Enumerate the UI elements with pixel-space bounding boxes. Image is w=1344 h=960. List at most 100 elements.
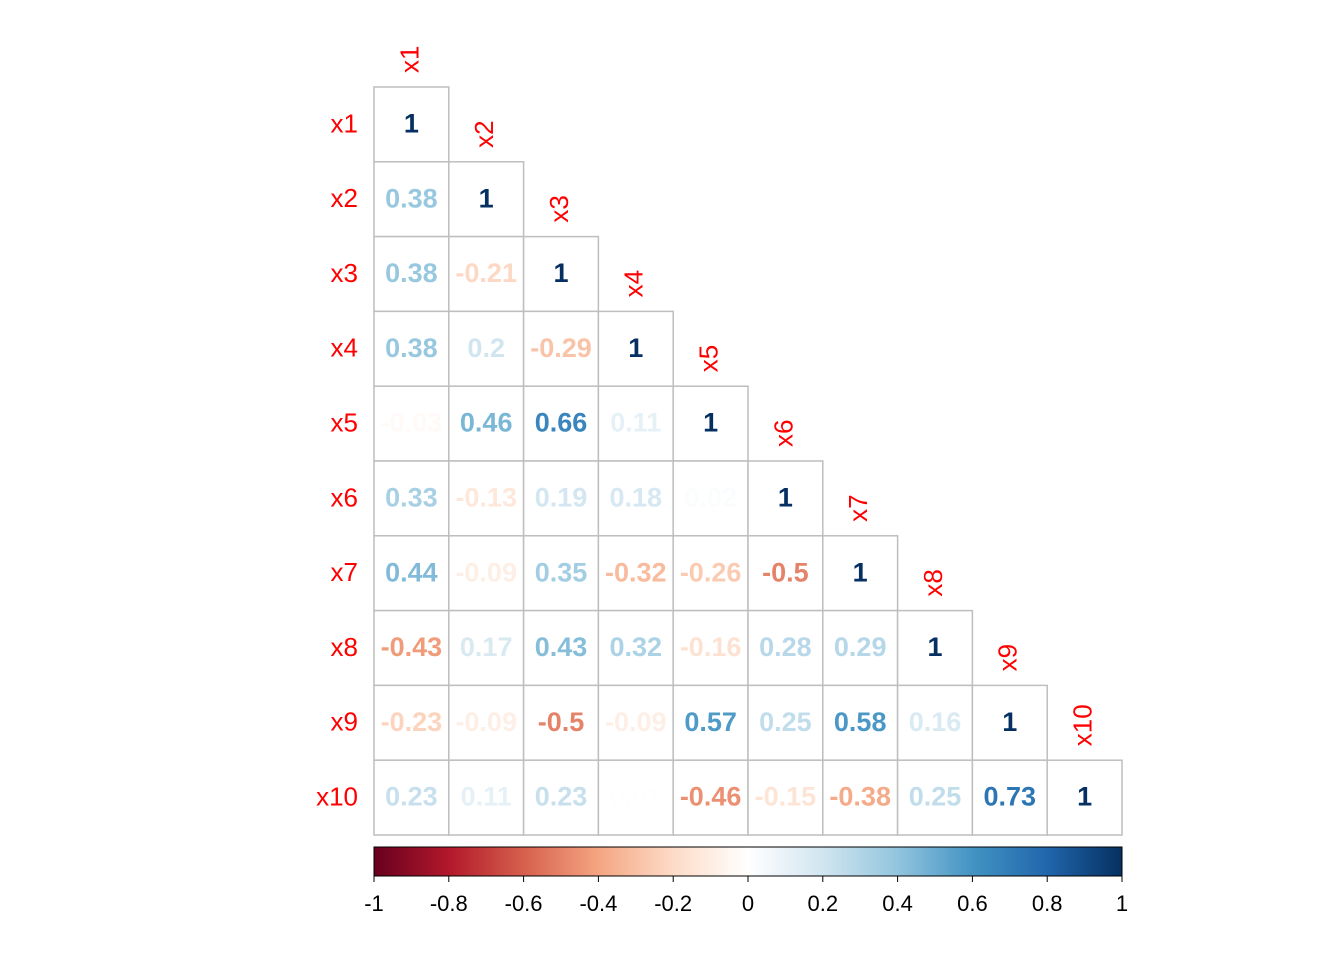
colorbar-tick-label: 1 [1116, 891, 1128, 916]
value-x9-x2: -0.09 [455, 707, 517, 737]
value-x9-x1: -0.23 [381, 707, 443, 737]
value-x7-x7: 1 [853, 557, 868, 587]
value-x8-x7: 0.29 [834, 632, 887, 662]
value-x5-x3: 0.66 [535, 408, 588, 438]
value-x9-x7: 0.58 [834, 707, 887, 737]
colorbar-tick-label: -0.6 [505, 891, 543, 916]
cell-x9-x7 [822, 684, 899, 761]
row-label-x9: x9 [331, 707, 358, 737]
colorbar-tick-label: 0.4 [882, 891, 913, 916]
cell-x10-x3 [522, 759, 600, 836]
cell-x10-x4 [597, 759, 674, 836]
value-x7-x2: -0.09 [455, 557, 517, 587]
row-label-x10: x10 [316, 781, 358, 811]
cell-x6-x2 [448, 460, 525, 537]
col-label-x1: x1 [394, 46, 424, 73]
value-x4-x1: 0.38 [385, 333, 438, 363]
value-x4-x2: 0.2 [467, 333, 505, 363]
row-label-x6: x6 [331, 482, 358, 512]
cell-x8-x1 [373, 609, 450, 687]
value-x7-x6: -0.5 [762, 557, 809, 587]
row-label-x7: x7 [331, 557, 358, 587]
value-x7-x1: 0.44 [385, 557, 438, 587]
value-x10-x1: 0.23 [385, 782, 438, 812]
row-label-x4: x4 [331, 333, 358, 363]
row-label-x2: x2 [331, 183, 358, 213]
value-x8-x5: -0.16 [680, 632, 742, 662]
cell-x6-x5 [672, 460, 749, 537]
row-label-x8: x8 [331, 632, 358, 662]
value-x1-x1: 1 [404, 109, 419, 139]
value-x8-x2: 0.17 [460, 632, 513, 662]
cell-x10-x2 [448, 759, 525, 836]
col-label-x5: x5 [693, 345, 723, 372]
column-labels: x1 x2 x3 x4 x5 x6 x7 x8 x9 x10 [394, 46, 1097, 747]
value-x10-x8: 0.25 [909, 782, 962, 812]
value-x9-x3: -0.5 [538, 707, 585, 737]
cell-x9-x3 [522, 684, 600, 761]
value-x6-x3: 0.19 [535, 483, 588, 513]
row-label-x1: x1 [331, 108, 358, 138]
value-x8-x6: 0.28 [759, 632, 812, 662]
cell-x10-x8 [896, 759, 974, 836]
cell-x6-x3 [522, 460, 600, 537]
value-x4-x4: 1 [628, 333, 643, 363]
value-x10-x2: 0.11 [461, 782, 512, 812]
colorbar-tick-label: 0.8 [1032, 891, 1063, 916]
value-x5-x1: -0.03 [381, 408, 443, 438]
colorbar-tick-label: 0.2 [808, 891, 839, 916]
value-x10-x5: -0.46 [680, 782, 742, 812]
cell-x10-x6 [747, 759, 824, 836]
cell-x10-x1 [373, 759, 450, 836]
row-label-x5: x5 [331, 407, 358, 437]
cell-x6-x4 [597, 460, 674, 537]
colorbar-tick-label: 0 [742, 891, 754, 916]
cell-x5-x4 [597, 385, 674, 462]
value-x9-x4: -0.09 [605, 707, 667, 737]
colorbar-tick-label: 0.6 [957, 891, 988, 916]
matrix-cells: 1 0.38 1 0.38 -0.21 1 0.38 0.2 -0.29 1 -0.03 0.46 0.… [373, 86, 1123, 836]
value-x8-x8: 1 [927, 632, 942, 662]
cell-x9-x6 [747, 684, 824, 761]
cell-x2-x1 [373, 161, 450, 238]
col-label-x4: x4 [619, 270, 649, 297]
cell-x4-x2 [448, 310, 525, 387]
value-x7-x4: -0.32 [605, 557, 667, 587]
row-label-x3: x3 [331, 258, 358, 288]
cell-x9-x9 [971, 684, 1048, 761]
value-x4-x3: -0.29 [530, 333, 592, 363]
cell-x10-x9 [971, 759, 1048, 836]
cell-x8-x3 [522, 609, 600, 687]
value-x5-x2: 0.46 [460, 408, 513, 438]
col-label-x3: x3 [544, 195, 574, 222]
value-x7-x3: 0.35 [535, 557, 588, 587]
cell-x1-x1 [373, 86, 450, 163]
value-x9-x9: 1 [1002, 707, 1017, 737]
colorbar-tick-label: -0.4 [579, 891, 617, 916]
cell-x4-x4 [597, 310, 674, 387]
colorbar-tick-label: -0.2 [654, 891, 692, 916]
cell-x6-x6 [747, 460, 824, 537]
cell-x5-x2 [448, 385, 525, 462]
cell-x2-x2 [448, 161, 525, 238]
cell-x9-x1 [373, 684, 450, 761]
value-x9-x6: 0.25 [759, 707, 812, 737]
value-x8-x4: 0.32 [610, 632, 663, 662]
value-x2-x1: 0.38 [385, 183, 438, 213]
value-x9-x8: 0.16 [909, 707, 962, 737]
row-labels: x1 x2 x3 x4 x5 x6 x7 x8 x9 x10 [316, 108, 358, 811]
value-x8-x3: 0.43 [535, 632, 588, 662]
value-x10-x6: -0.15 [755, 782, 817, 812]
value-x10-x7: -0.38 [829, 782, 891, 812]
value-x10-x10: 1 [1077, 782, 1092, 812]
value-x7-x5: -0.26 [680, 557, 742, 587]
cell-x10-x5 [672, 759, 749, 836]
value-x2-x2: 1 [479, 183, 494, 213]
cell-x7-x6 [747, 535, 824, 612]
col-label-x2: x2 [469, 120, 499, 147]
colorbar: -1 -0.8 -0.6 -0.4 -0.2 0 0.2 0.4 0.6 0.8 1 [364, 846, 1128, 916]
value-x3-x3: 1 [553, 258, 568, 288]
value-x3-x2: -0.21 [455, 258, 517, 288]
colorbar-gradient [373, 846, 1123, 877]
value-x10-x3: 0.23 [535, 782, 588, 812]
